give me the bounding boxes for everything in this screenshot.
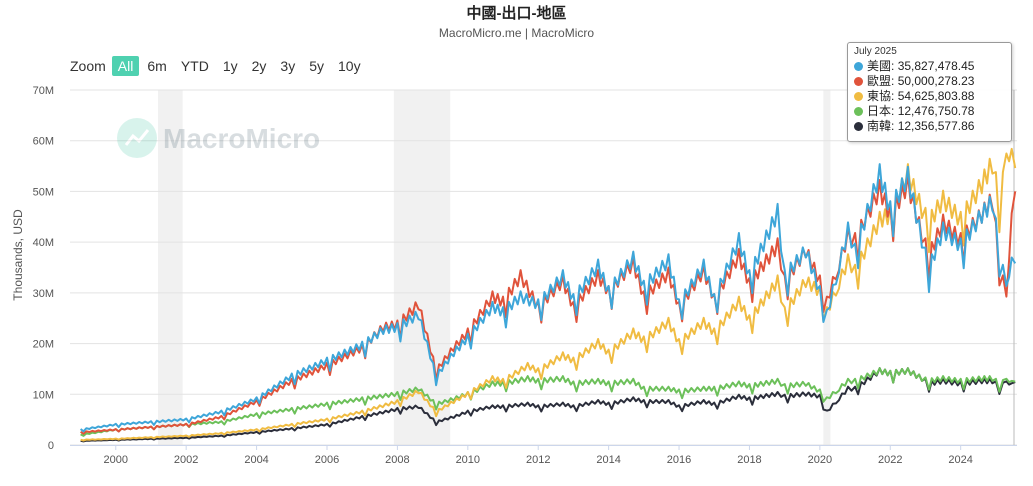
zoom-6m-button[interactable]: 6m [147, 58, 167, 74]
tooltip-series-name: 南韓 [867, 119, 892, 133]
series-line-2[interactable] [80, 147, 1017, 442]
x-tick-label: 2020 [808, 454, 832, 466]
chart-title: 中國-出口-地區 [466, 5, 567, 22]
zoom-ytd-button[interactable]: YTD [180, 58, 209, 74]
tooltip-row-japan: 日本: 12,476,750.78 [854, 104, 1005, 119]
series-dot-icon [854, 122, 863, 131]
x-axis: 2000 2002 2004 2006 2008 2010 2012 2014 2016 2018… [70, 445, 1017, 466]
y-axis-label: Thousands, USD [11, 209, 25, 301]
series-line-3[interactable] [80, 367, 1016, 437]
y-tick-label: 20M [33, 339, 54, 351]
series-dot-icon [854, 77, 863, 86]
y-axis: 0 10M 20M 30M 40M 50M 60M 70M [33, 85, 54, 452]
tooltip-series-name: 美國 [867, 59, 892, 73]
chart-subtitle: MacroMicro.me | MacroMicro [438, 26, 595, 40]
tooltip-series-value: 50,000,278.23 [897, 74, 975, 88]
series-line-1[interactable] [80, 173, 1017, 435]
x-tick-label: 2014 [596, 454, 620, 466]
x-tick-label: 2000 [104, 454, 128, 466]
watermark-text: MacroMicro [163, 123, 320, 154]
tooltip-date: July 2025 [854, 46, 897, 57]
tooltip-row-us: 美國: 35,827,478.45 [854, 59, 1005, 74]
x-tick-label: 2006 [315, 454, 339, 466]
y-tick-label: 30M [33, 288, 54, 300]
x-tick-label: 2022 [878, 454, 902, 466]
watermark-logo: MacroMicro [117, 118, 320, 158]
zoom-10y-button[interactable]: 10y [338, 58, 361, 74]
x-tick-label: 2004 [244, 454, 268, 466]
x-tick-label: 2018 [737, 454, 761, 466]
x-tick-label: 2024 [948, 454, 972, 466]
recession-band-2 [823, 90, 831, 445]
y-tick-label: 50M [33, 186, 54, 198]
tooltip-row-korea: 南韓: 12,356,577.86 [854, 119, 1005, 134]
series-dot-icon [854, 62, 863, 71]
zoom-bar: Zoom All 6m YTD 1y 2y 3y 5y 10y [70, 55, 369, 77]
tooltip-series-value: 12,476,750.78 [897, 104, 975, 118]
tooltip-series-value: 12,356,577.86 [897, 119, 975, 133]
recession-band-1 [393, 90, 451, 445]
tooltip-series-name: 日本 [867, 104, 892, 118]
y-tick-label: 10M [33, 389, 54, 401]
recession-bands [158, 90, 831, 445]
tooltip: July 2025 美國: 35,827,478.45 歐盟: 50,000,2… [847, 42, 1012, 142]
x-tick-label: 2010 [456, 454, 480, 466]
zoom-label: Zoom [70, 58, 106, 74]
zoom-1y-button[interactable]: 1y [222, 58, 238, 74]
x-tick-label: 2002 [174, 454, 198, 466]
x-tick-label: 2008 [385, 454, 409, 466]
zoom-2y-button[interactable]: 2y [251, 58, 267, 74]
y-tick-label: 60M [33, 136, 54, 148]
zoom-3y-button[interactable]: 3y [280, 58, 296, 74]
tooltip-series-name: 歐盟 [867, 74, 892, 88]
series-line-0[interactable] [79, 163, 1017, 433]
tooltip-series-value: 54,625,803.88 [897, 89, 975, 103]
recession-band-0 [158, 90, 183, 445]
zoom-all-button[interactable]: All [111, 56, 140, 76]
tooltip-series-value: 35,827,478.45 [897, 59, 975, 73]
tooltip-row-eu: 歐盟: 50,000,278.23 [854, 74, 1005, 89]
x-tick-label: 2016 [667, 454, 691, 466]
y-tick-label: 70M [33, 85, 54, 97]
series-dot-icon [854, 92, 863, 101]
y-tick-label: 0 [48, 440, 54, 452]
watermark-icon [117, 118, 157, 158]
series-dot-icon [854, 107, 863, 116]
zoom-5y-button[interactable]: 5y [309, 58, 324, 74]
series-line-4[interactable] [80, 367, 1016, 443]
watermark-icon-stroke [124, 129, 150, 146]
x-tick-label: 2012 [526, 454, 550, 466]
y-tick-label: 40M [33, 237, 54, 249]
series-lines [79, 147, 1017, 443]
tooltip-row-asean: 東協: 54,625,803.88 [854, 89, 1005, 104]
tooltip-series-name: 東協 [867, 89, 892, 103]
